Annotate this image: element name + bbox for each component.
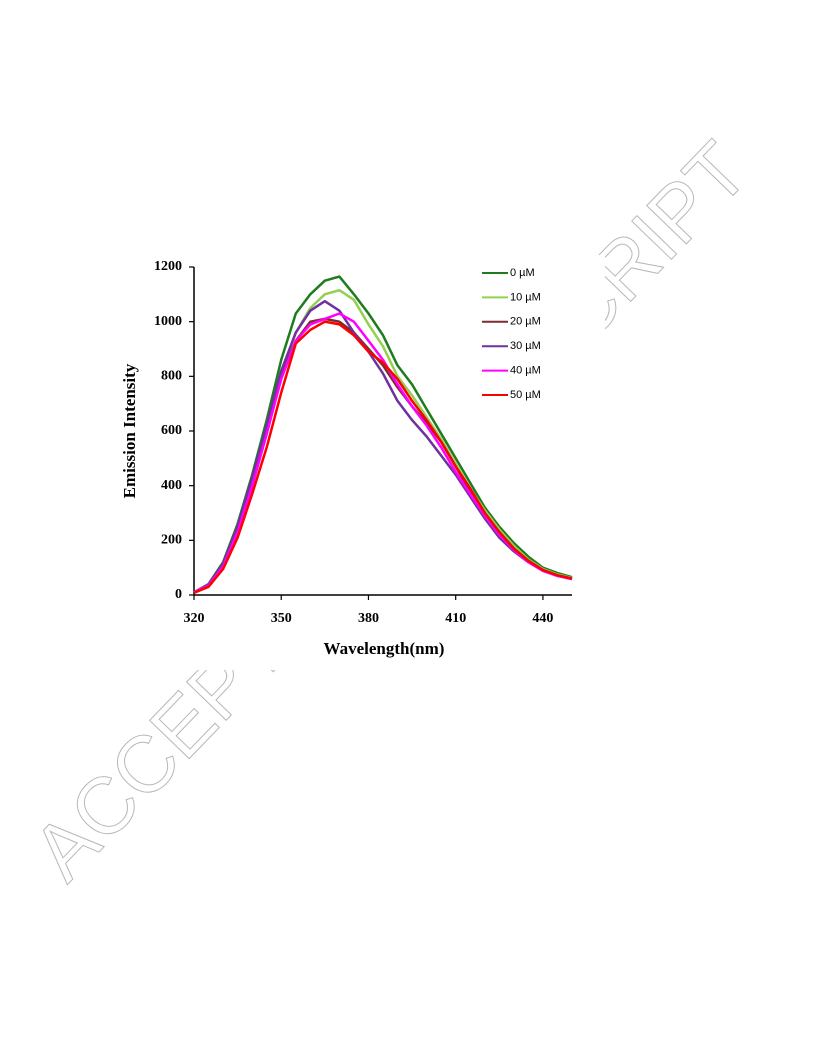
chart-background xyxy=(110,255,605,670)
x-tick-label: 350 xyxy=(271,611,292,626)
y-tick-label: 0 xyxy=(175,587,182,602)
y-tick-label: 600 xyxy=(161,423,182,438)
x-tick-label: 380 xyxy=(358,611,379,626)
y-tick-label: 200 xyxy=(161,533,182,548)
y-axis-title: Emission Intensity xyxy=(120,363,139,498)
y-tick-label: 800 xyxy=(161,369,182,384)
x-tick-label: 440 xyxy=(532,611,553,626)
legend-label: 0 µM xyxy=(510,267,535,279)
legend-label: 10 µM xyxy=(510,291,541,303)
legend-label: 40 µM xyxy=(510,365,541,377)
y-tick-label: 400 xyxy=(161,478,182,493)
series-line xyxy=(193,320,573,594)
x-tick-label: 410 xyxy=(445,611,466,626)
chart: Wavelength(nm) Emission Intensity xyxy=(120,363,444,658)
y-tick-label: 1200 xyxy=(154,259,182,274)
legend-label: 50 µM xyxy=(510,389,541,401)
legend-label: 30 µM xyxy=(510,340,541,352)
x-tick-label: 320 xyxy=(184,611,205,626)
x-axis-title: Wavelength(nm) xyxy=(324,639,445,658)
series-line xyxy=(193,299,573,594)
y-tick-label: 1000 xyxy=(154,314,182,329)
legend-label: 20 µM xyxy=(510,316,541,328)
